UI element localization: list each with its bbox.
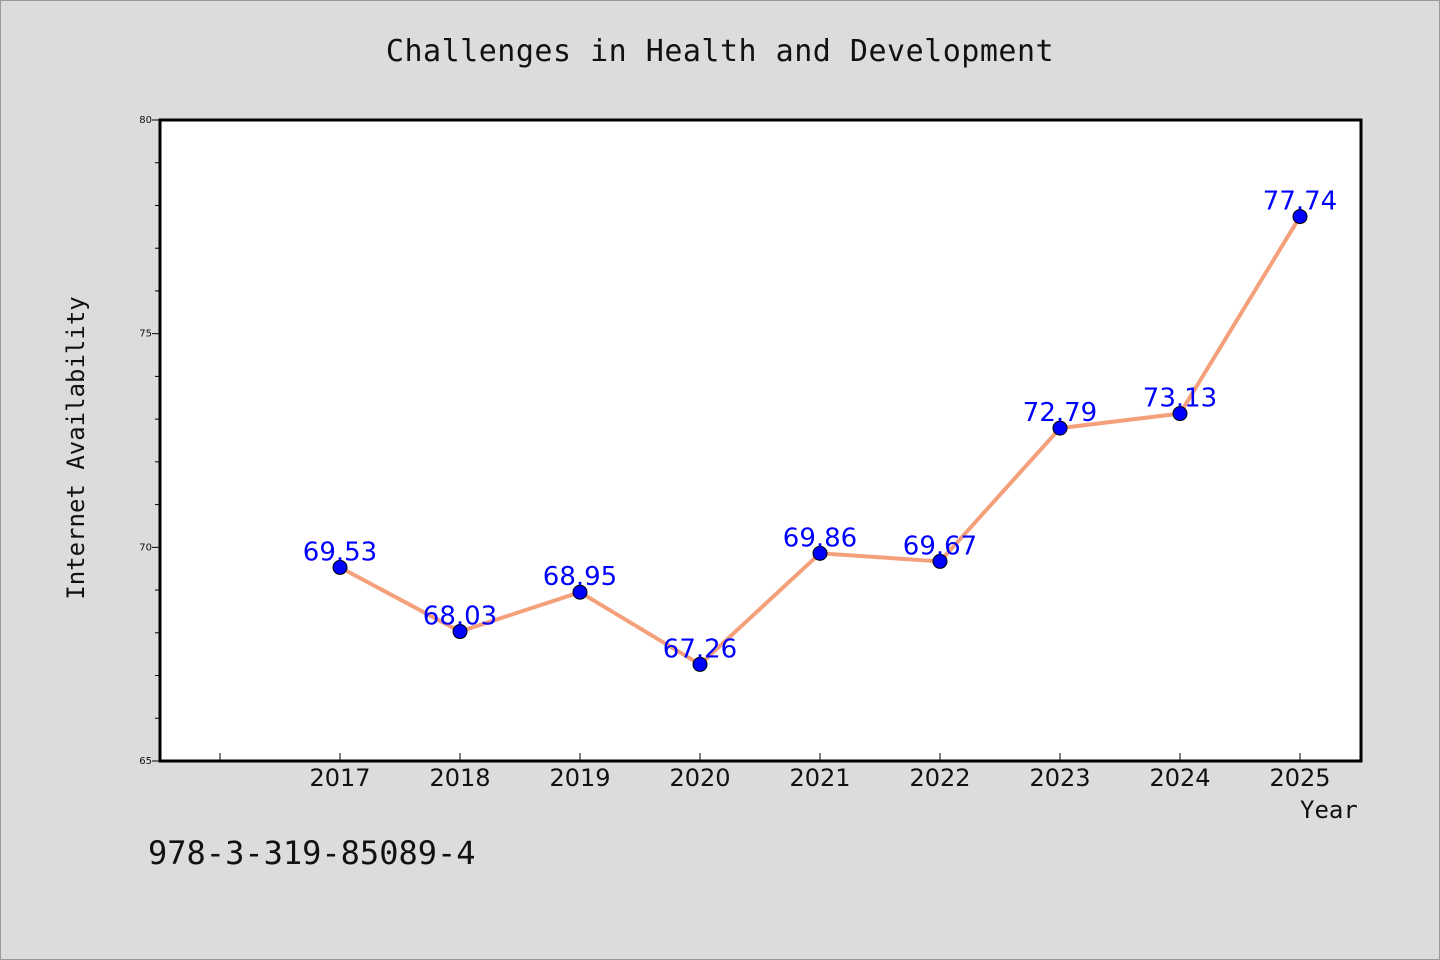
- footer-isbn: 978-3-319-85089-4: [148, 834, 476, 872]
- data-point: [692, 656, 708, 672]
- y-tick-label: 80: [139, 115, 152, 126]
- y-axis-ticks: 65 70 75 80: [139, 115, 160, 767]
- x-tick-label: 2018: [429, 764, 490, 792]
- data-point: [932, 553, 948, 569]
- plot-area: [158, 118, 1363, 763]
- data-point: [1292, 209, 1308, 225]
- series-group: [332, 209, 1308, 672]
- y-tick-label: 75: [139, 329, 152, 340]
- chart-title: Challenges in Health and Development: [385, 34, 1055, 69]
- y-tick-label: 65: [139, 756, 152, 767]
- data-label: 68.03: [423, 602, 497, 632]
- data-point: [332, 559, 348, 575]
- data-point: [1172, 406, 1188, 422]
- data-label: 73.13: [1143, 384, 1217, 414]
- data-label: 72.79: [1023, 398, 1097, 428]
- data-label: 69.86: [783, 523, 857, 553]
- data-label: 67.26: [663, 634, 737, 664]
- data-point: [572, 584, 588, 600]
- x-tick-label: 2023: [1029, 764, 1090, 792]
- data-point: [452, 624, 468, 640]
- data-labels: 69.53 68.03 68.95 67.26 69.86 69.67 72.79 73.13…: [303, 187, 1337, 665]
- x-axis-ticks: 2017 2018 2019 2020 2021 2022 2023 2024 2025: [219, 753, 1331, 792]
- x-tick-label: 2021: [789, 764, 850, 792]
- x-axis-label: Year: [1300, 796, 1358, 824]
- data-label: 77.74: [1263, 187, 1337, 217]
- y-axis-label: Internet Availability: [62, 296, 90, 600]
- data-label: 69.53: [303, 537, 377, 567]
- data-point: [1052, 420, 1068, 436]
- x-tick-label: 2022: [909, 764, 970, 792]
- x-tick-label: 2024: [1149, 764, 1210, 792]
- data-point: [812, 545, 828, 561]
- data-label: 68.95: [543, 562, 617, 592]
- x-tick-label: 2025: [1269, 764, 1330, 792]
- x-tick-label: 2019: [549, 764, 610, 792]
- y-tick-label: 70: [139, 542, 152, 553]
- data-label: 69.67: [903, 531, 977, 561]
- x-tick-label: 2017: [309, 764, 370, 792]
- x-tick-label: 2020: [669, 764, 730, 792]
